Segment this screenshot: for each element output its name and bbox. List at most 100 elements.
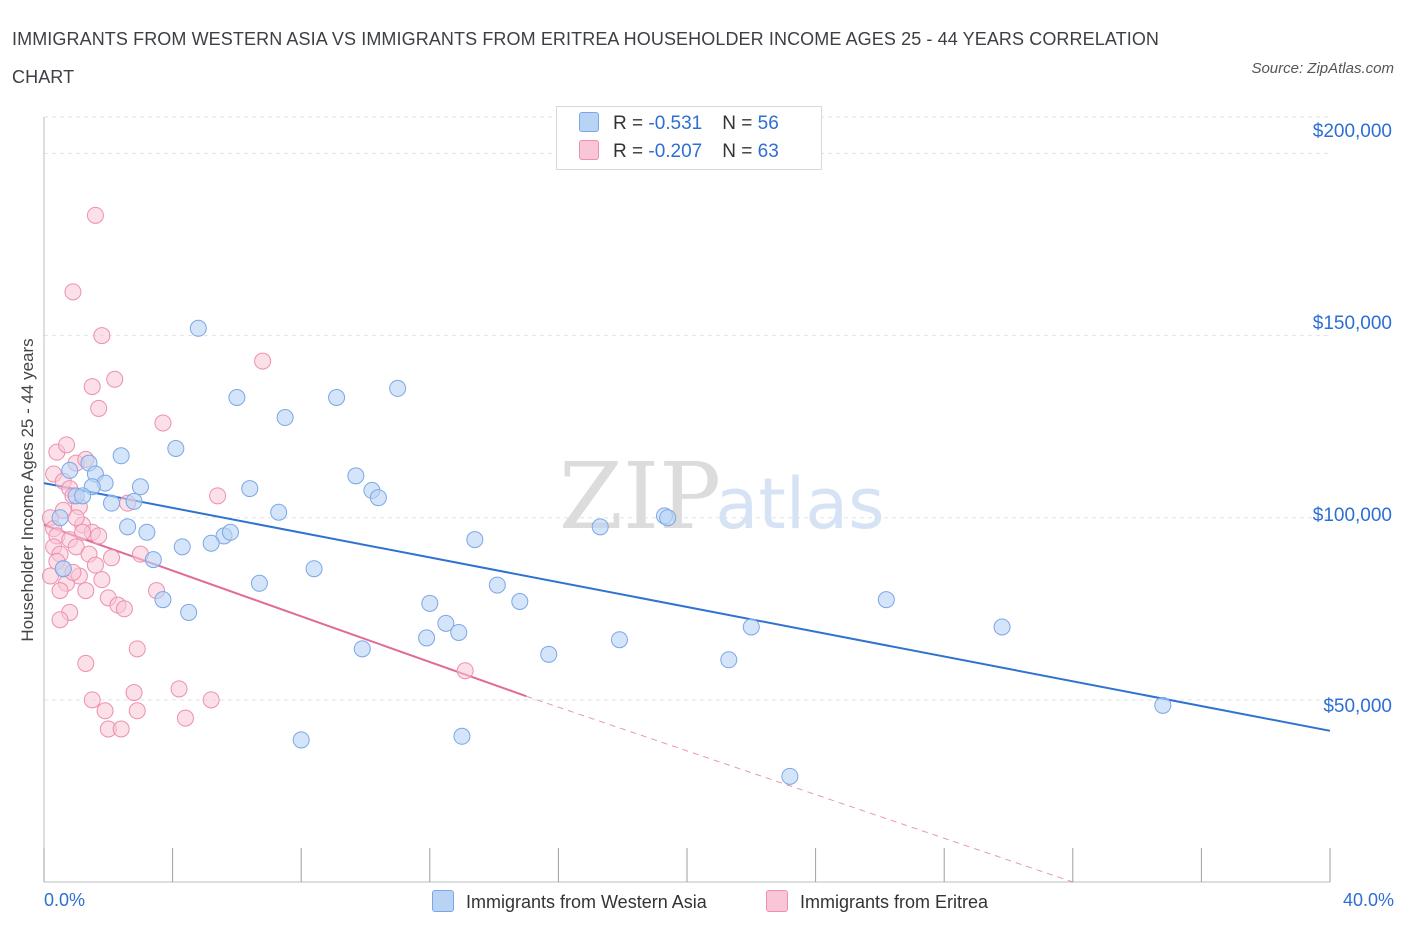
y-tick-label-100k: $100,000: [1312, 505, 1392, 526]
data-point-western-asia: [742, 618, 760, 636]
data-point-western-asia: [993, 618, 1011, 636]
data-point-western-asia: [180, 603, 198, 621]
data-point-eritrea: [83, 378, 101, 396]
data-point-western-asia: [51, 509, 69, 527]
data-point-eritrea: [106, 370, 124, 388]
data-point-eritrea: [93, 327, 111, 345]
data-point-western-asia: [347, 467, 365, 485]
data-point-western-asia: [241, 480, 259, 498]
trend-line-eritrea-extension: [526, 695, 1073, 883]
r-value: -0.531: [648, 113, 703, 134]
data-point-western-asia: [418, 629, 436, 647]
data-point-western-asia: [591, 518, 609, 536]
data-point-eritrea: [64, 283, 82, 301]
data-point-western-asia: [228, 389, 246, 406]
data-point-western-asia: [167, 440, 185, 457]
legend-item-western-asia[interactable]: Immigrants from Western Asia: [432, 890, 707, 913]
chart-title: IMMIGRANTS FROM WESTERN ASIA VS IMMIGRAN…: [12, 29, 1160, 87]
x-tick-label-min: 0.0%: [44, 890, 86, 910]
watermark-atlas: atlas: [715, 463, 884, 545]
data-point-western-asia: [173, 538, 191, 556]
data-point-eritrea: [456, 662, 474, 680]
stats-legend-row-western-asia: R = -0.531 N = 56: [579, 112, 779, 138]
data-point-western-asia: [781, 767, 799, 785]
data-point-eritrea: [154, 414, 172, 432]
data-point-eritrea: [176, 709, 194, 727]
axes: [43, 117, 1331, 883]
source-label: Source: ZipAtlas.com: [1251, 60, 1394, 77]
trend-line-western-asia: [43, 482, 1331, 732]
data-point-eritrea: [86, 206, 104, 224]
trend-lines: [43, 482, 1331, 883]
data-point-western-asia: [720, 651, 738, 669]
data-point-western-asia: [138, 523, 156, 541]
r-label: R =: [613, 141, 649, 162]
data-point-eritrea: [103, 549, 121, 567]
stats-legend: R = -0.531 N = 56 R = -0.207 N = 63: [556, 106, 822, 170]
r-label: R =: [613, 113, 649, 134]
legend-swatch-blue: [579, 112, 599, 132]
y-tick-label-200k: $200,000: [1312, 121, 1392, 142]
watermark-zip: ZIP: [559, 443, 721, 550]
data-point-western-asia: [270, 503, 288, 521]
data-point-eritrea: [51, 611, 69, 629]
data-point-western-asia: [131, 478, 149, 496]
data-point-western-asia: [154, 591, 172, 609]
y-tick-label-50k: $50,000: [1323, 696, 1392, 717]
data-point-western-asia: [276, 409, 294, 427]
data-point-western-asia: [610, 631, 628, 649]
data-point-eritrea: [51, 582, 69, 600]
data-point-eritrea: [115, 600, 133, 618]
data-point-western-asia: [305, 560, 323, 578]
data-point-eritrea: [96, 702, 114, 720]
data-point-eritrea: [41, 567, 59, 585]
data-point-eritrea: [254, 352, 272, 370]
data-point-eritrea: [58, 436, 76, 454]
data-point-western-asia: [125, 492, 143, 510]
data-point-western-asia: [389, 379, 407, 397]
series-eritrea-points: [41, 206, 474, 738]
data-point-eritrea: [170, 680, 188, 698]
x-tick-label-max: 40.0%: [1342, 890, 1394, 910]
data-point-eritrea: [209, 487, 227, 505]
data-point-western-asia: [453, 727, 471, 745]
data-point-western-asia: [144, 551, 162, 569]
data-point-western-asia: [74, 487, 92, 505]
n-label: N =: [722, 113, 758, 134]
data-point-western-asia: [250, 574, 268, 592]
data-point-eritrea: [128, 640, 146, 658]
data-point-eritrea: [67, 538, 85, 556]
legend-swatch-pink: [579, 140, 599, 160]
data-point-eritrea: [90, 527, 108, 545]
data-point-eritrea: [128, 702, 146, 720]
data-point-eritrea: [83, 691, 101, 709]
legend-item-eritrea[interactable]: Immigrants from Eritrea: [766, 890, 988, 913]
data-point-eritrea: [77, 582, 95, 600]
data-point-western-asia: [877, 591, 895, 609]
data-point-western-asia: [54, 560, 72, 578]
data-point-eritrea: [202, 691, 220, 709]
data-point-western-asia: [540, 645, 558, 663]
trend-line-eritrea: [43, 524, 527, 698]
data-point-eritrea: [112, 720, 130, 738]
data-point-western-asia: [466, 531, 484, 549]
data-point-western-asia: [450, 623, 468, 641]
n-label: N =: [722, 141, 758, 162]
data-point-western-asia: [353, 640, 371, 658]
data-point-eritrea: [86, 556, 104, 574]
data-point-western-asia: [112, 447, 130, 465]
legend-label: Immigrants from Western Asia: [466, 892, 707, 912]
series-western-asia-points: [51, 319, 1172, 785]
data-point-western-asia: [437, 614, 455, 632]
data-point-eritrea: [90, 399, 108, 417]
data-point-western-asia: [659, 509, 677, 527]
n-value: 63: [757, 141, 779, 162]
data-point-eritrea: [125, 684, 143, 702]
grid-lines: [44, 116, 1330, 701]
data-point-western-asia: [61, 461, 79, 479]
data-point-eritrea: [74, 523, 92, 541]
data-point-western-asia: [1154, 696, 1172, 714]
data-point-western-asia: [328, 389, 346, 406]
